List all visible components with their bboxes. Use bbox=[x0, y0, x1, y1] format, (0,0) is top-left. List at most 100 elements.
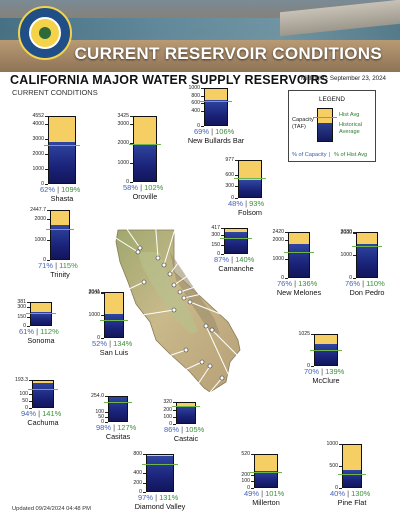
axis-tick-label: 1000 bbox=[188, 85, 200, 91]
axis-tick bbox=[173, 417, 176, 419]
axis-tick-label: 0 bbox=[335, 485, 338, 491]
pct-hist-avg: 112% bbox=[40, 327, 59, 336]
storage-fill bbox=[343, 470, 361, 487]
axis-tick bbox=[251, 474, 254, 476]
axis-tick-label: 2447.7 bbox=[30, 207, 46, 213]
pct-hist-avg: 115% bbox=[59, 261, 78, 270]
axis-tick bbox=[47, 210, 50, 211]
axis-tick bbox=[45, 139, 48, 141]
percent-readout: 87% | 140% bbox=[214, 255, 254, 264]
legend-title: LEGEND bbox=[319, 96, 345, 103]
axis-tick-label: 100 bbox=[19, 390, 28, 397]
axis-tick bbox=[27, 307, 30, 309]
capacity-bar bbox=[146, 454, 174, 492]
legend-separator: | bbox=[329, 152, 331, 158]
legend-pct-hist-avg: % of Hist Avg bbox=[334, 152, 368, 158]
hist-avg-line bbox=[142, 463, 178, 465]
axis-tick-label: 1000 bbox=[340, 252, 352, 259]
legend-hist-line bbox=[313, 117, 337, 118]
storage-fill bbox=[177, 405, 195, 423]
reservoir-name: Folsom bbox=[238, 208, 262, 217]
reservoir-name: Shasta bbox=[50, 194, 74, 203]
axis-tick-label: 254.0 bbox=[91, 393, 104, 399]
dwr-seal-logo bbox=[18, 6, 72, 60]
axis-tick-label: 500 bbox=[329, 463, 338, 469]
hist-avg-line bbox=[104, 401, 132, 403]
capacity-bar bbox=[288, 232, 310, 278]
axis-tick-label: 300 bbox=[225, 183, 234, 190]
reservoir-name: Sonoma bbox=[27, 336, 55, 345]
axis-tick-label: 0 bbox=[23, 323, 26, 329]
axis-tick bbox=[101, 292, 104, 293]
pct-hist-avg: 130% bbox=[351, 489, 371, 498]
hist-avg-line bbox=[172, 405, 200, 407]
axis-tick bbox=[285, 278, 288, 279]
axis-tick-label: 300 bbox=[17, 304, 26, 311]
legend-historical-average: Historical Average bbox=[339, 122, 363, 135]
axis-tick-label: 0 bbox=[349, 275, 352, 281]
axis-tick bbox=[201, 126, 204, 127]
storage-fill bbox=[147, 456, 173, 491]
axis-tick bbox=[29, 408, 32, 409]
pct-hist-avg: 109% bbox=[61, 185, 81, 194]
capacity-bar bbox=[104, 292, 124, 338]
hist-avg-line bbox=[284, 252, 314, 254]
axis-tick bbox=[353, 255, 356, 257]
axis-tick-label: 0 bbox=[101, 419, 104, 425]
axis-tick-label: 4000 bbox=[32, 121, 44, 128]
axis-tick-label: 2000 bbox=[117, 140, 129, 147]
storage-fill bbox=[51, 224, 69, 259]
pct-hist-avg: 127% bbox=[117, 423, 137, 432]
axis-tick-label: 0 bbox=[247, 485, 250, 491]
pct-separator: | bbox=[209, 127, 216, 136]
axis-tick bbox=[143, 454, 146, 455]
hist-avg-line bbox=[310, 349, 342, 351]
axis-tick bbox=[235, 198, 238, 199]
percent-readout: 40% | 130% bbox=[330, 489, 370, 498]
pct-separator: | bbox=[229, 255, 236, 264]
hist-avg-line bbox=[129, 144, 161, 146]
capacity-bar bbox=[133, 116, 157, 182]
axis-tick bbox=[285, 258, 288, 260]
capacity-bar bbox=[48, 116, 76, 184]
pct-separator: | bbox=[360, 279, 367, 288]
axis-tick bbox=[251, 488, 254, 489]
reservoir-name: Diamond Valley bbox=[134, 502, 186, 511]
storage-fill bbox=[33, 382, 53, 407]
storage-fill bbox=[255, 471, 277, 487]
reservoir-name: Oroville bbox=[132, 192, 158, 201]
percent-readout: 62% | 109% bbox=[40, 185, 80, 194]
pct-hist-avg: 139% bbox=[325, 367, 345, 376]
axis-tick bbox=[339, 488, 342, 489]
hist-avg-line bbox=[200, 101, 232, 103]
pct-separator: | bbox=[53, 261, 60, 270]
axis-tick-label: 2000 bbox=[340, 229, 352, 236]
pct-capacity: 48% bbox=[228, 199, 244, 208]
hist-avg-line bbox=[338, 474, 366, 476]
axis-tick bbox=[29, 380, 32, 381]
reservoir-name: Pine Flat bbox=[337, 498, 367, 507]
capacity-bar bbox=[204, 88, 228, 126]
storage-fill bbox=[289, 243, 309, 277]
axis-tick-label: 4552 bbox=[32, 113, 44, 119]
capacity-bar bbox=[32, 380, 54, 408]
axis-tick-label: 800 bbox=[191, 92, 200, 99]
axis-tick bbox=[235, 174, 238, 176]
axis-tick-label: 0 bbox=[169, 421, 172, 427]
axis-tick bbox=[130, 124, 133, 126]
pct-capacity: 86% bbox=[164, 425, 180, 434]
capacity-bar bbox=[108, 396, 128, 422]
axis-tick bbox=[221, 228, 224, 229]
pct-separator: | bbox=[179, 425, 186, 434]
pct-capacity: 94% bbox=[21, 409, 37, 418]
axis-tick-label: 2041 bbox=[88, 289, 100, 295]
axis-tick bbox=[29, 393, 32, 395]
percent-readout: 97% | 131% bbox=[138, 493, 178, 502]
percent-readout: 52% | 134% bbox=[92, 339, 132, 348]
axis-tick-label: 0 bbox=[97, 335, 100, 341]
axis-tick bbox=[311, 366, 314, 367]
hist-avg-line bbox=[44, 145, 80, 147]
hist-avg-line bbox=[220, 237, 252, 239]
axis-tick bbox=[130, 182, 133, 183]
reservoir-name: Cachuma bbox=[27, 418, 59, 427]
